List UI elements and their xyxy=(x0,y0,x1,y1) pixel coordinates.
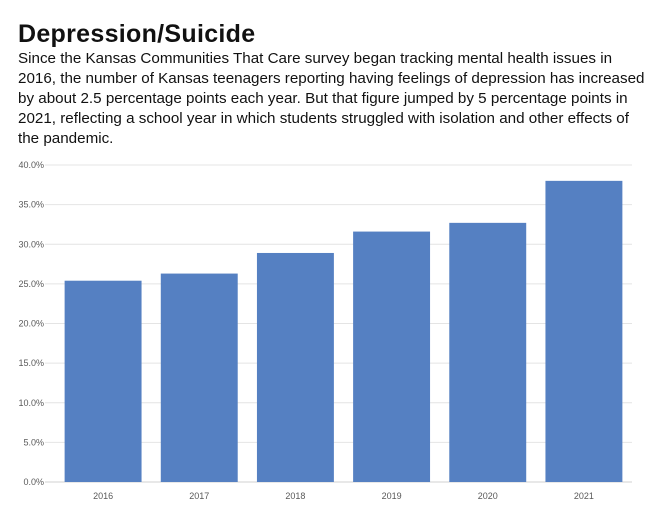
y-tick-label: 0.0% xyxy=(23,477,44,487)
y-tick-label: 30.0% xyxy=(18,239,44,249)
x-tick-label: 2017 xyxy=(189,491,209,501)
bar-chart: 0.0% 5.0% 10.0% 15.0% 20.0% 25.0% 30.0% 35.0% 40… xyxy=(18,160,632,501)
bar-2018 xyxy=(256,252,334,482)
bar-2019 xyxy=(353,231,431,482)
y-tick-label: 25.0% xyxy=(18,279,44,289)
chart-title: Depression/Suicide xyxy=(18,20,256,48)
x-tick-label: 2016 xyxy=(93,491,113,501)
x-tick-label: 2020 xyxy=(478,491,498,501)
y-tick-label: 20.0% xyxy=(18,319,44,329)
bar-2017 xyxy=(160,273,238,482)
y-tick-label: 35.0% xyxy=(18,200,44,210)
x-tick-label: 2019 xyxy=(382,491,402,501)
x-tick-label: 2021 xyxy=(574,491,594,501)
bar-2016 xyxy=(64,280,142,482)
y-tick-label: 40.0% xyxy=(18,160,44,170)
chart-description: Since the Kansas Communities That Care s… xyxy=(18,50,645,147)
bar-2020 xyxy=(449,222,527,482)
y-tick-label: 10.0% xyxy=(18,398,44,408)
x-tick-label: 2018 xyxy=(285,491,305,501)
y-tick-label: 5.0% xyxy=(23,437,44,447)
y-tick-label: 15.0% xyxy=(18,358,44,368)
bar-2021 xyxy=(545,180,623,482)
